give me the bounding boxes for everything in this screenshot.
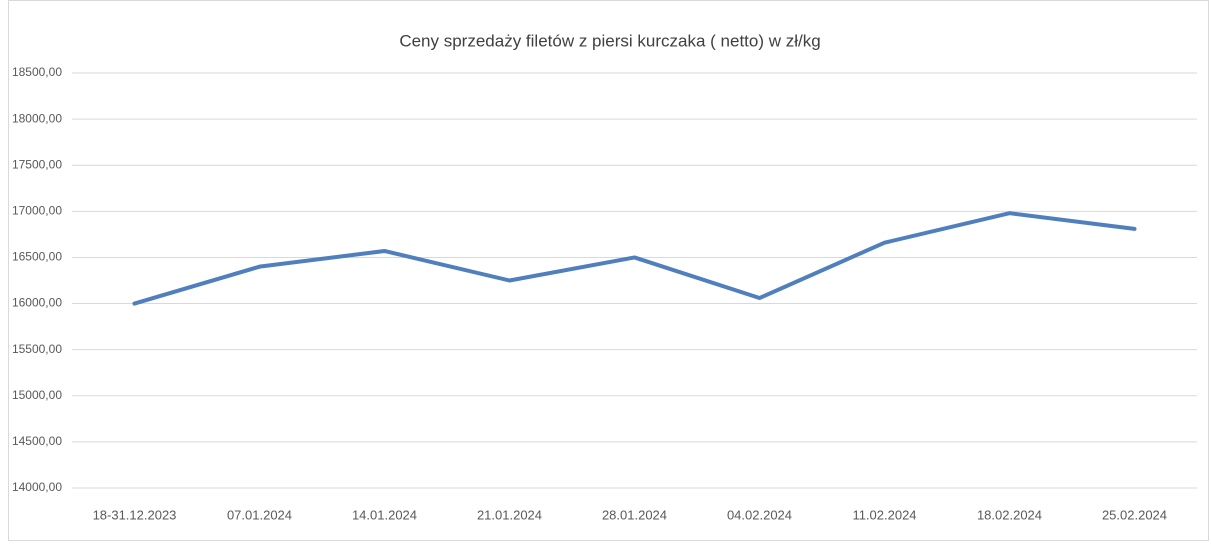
chart-title: Ceny sprzedaży filetów z piersi kurczaka… xyxy=(399,31,820,50)
x-tick-label: 28.01.2024 xyxy=(602,507,667,522)
y-tick-label: 17000,00 xyxy=(12,204,62,218)
x-tick-label: 18-31.12.2023 xyxy=(93,507,177,522)
line xyxy=(132,211,1137,306)
y-tick-label: 15000,00 xyxy=(12,388,62,402)
y-tick-label: 14000,00 xyxy=(12,480,62,494)
y-tick-label: 15500,00 xyxy=(12,342,62,356)
x-tick-label: 21.01.2024 xyxy=(477,507,542,522)
y-tick-label: 14500,00 xyxy=(12,434,62,448)
y-tick-label: 17500,00 xyxy=(12,157,62,171)
x-tick-label: 07.01.2024 xyxy=(227,507,292,522)
y-tick-label: 16500,00 xyxy=(12,250,62,264)
x-tick-label: 04.02.2024 xyxy=(727,507,792,522)
y-tick-label: 18500,00 xyxy=(12,65,62,79)
x-tick-label: 11.02.2024 xyxy=(852,507,916,522)
x-tick-label: 25.02.2024 xyxy=(1102,507,1167,522)
chart-frame xyxy=(8,0,1209,541)
x-tick-label: 18.02.2024 xyxy=(977,507,1042,522)
y-tick-label: 16000,00 xyxy=(12,296,62,310)
x-tick-label: 14.01.2024 xyxy=(352,507,417,522)
y-tick-label: 18000,00 xyxy=(12,111,62,125)
